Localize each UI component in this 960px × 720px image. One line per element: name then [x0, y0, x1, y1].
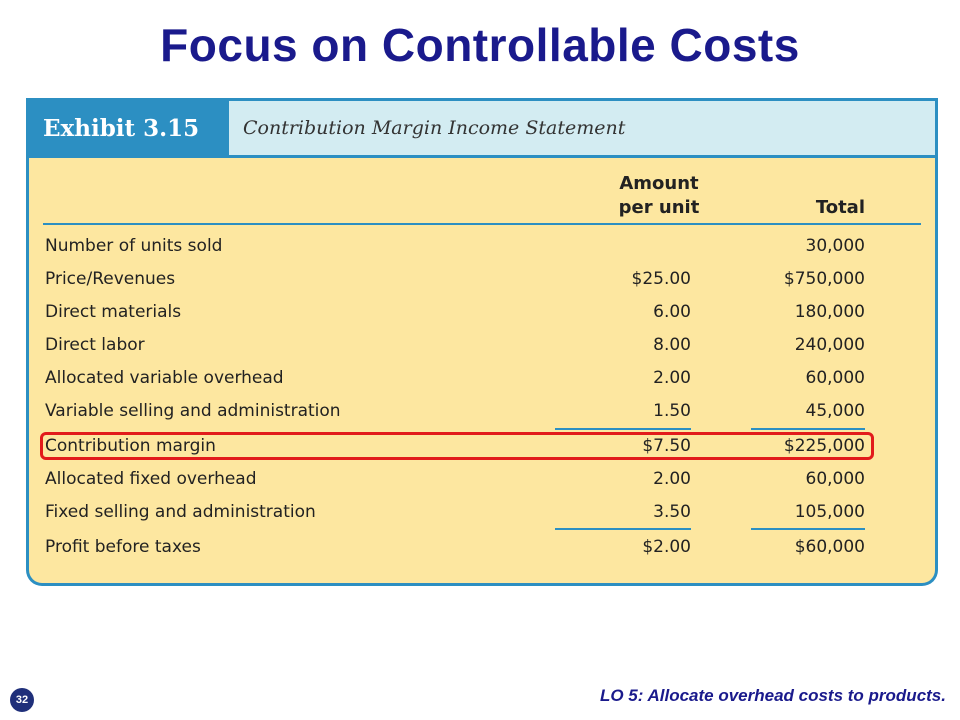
- exhibit-label: Exhibit 3.15: [26, 98, 229, 158]
- row-label: Allocated fixed overhead: [45, 469, 257, 489]
- header-rule: [43, 223, 921, 225]
- statement-row: Direct labor 8.00 240,000: [45, 330, 865, 360]
- slide-title: Focus on Controllable Costs: [160, 19, 800, 71]
- row-total: $225,000: [783, 436, 865, 456]
- column-header-per-unit: Amount per unit: [609, 172, 709, 220]
- row-total: 105,000: [794, 502, 865, 522]
- statement-row-profit: Profit before taxes $2.00 $60,000: [45, 532, 865, 562]
- statement-row: Direct materials 6.00 180,000: [45, 297, 865, 327]
- row-per-unit: 3.50: [653, 502, 691, 522]
- column-header-per-unit-line2: per unit: [618, 197, 700, 218]
- row-label: Direct labor: [45, 335, 145, 355]
- slide-number-badge: 32: [10, 688, 34, 712]
- row-total: $750,000: [783, 269, 865, 289]
- row-per-unit: 2.00: [653, 368, 691, 388]
- statement-row-contribution-margin: Contribution margin $7.50 $225,000: [45, 431, 865, 461]
- statement-row: Fixed selling and administration 3.50 10…: [45, 497, 865, 527]
- row-label: Direct materials: [45, 302, 182, 322]
- subtotal-rule-per-unit: [555, 428, 691, 430]
- row-total: 240,000: [794, 335, 865, 355]
- statement-row: Number of units sold 30,000: [45, 231, 865, 261]
- total-rule-total: [751, 528, 865, 530]
- row-total: 180,000: [794, 302, 865, 322]
- row-per-unit: 1.50: [653, 401, 691, 421]
- row-per-unit: 8.00: [653, 335, 691, 355]
- row-label: Price/Revenues: [45, 269, 176, 289]
- learning-objective: LO 5: Allocate overhead costs to product…: [599, 686, 946, 705]
- total-rule-per-unit: [555, 528, 691, 530]
- row-total: 60,000: [805, 469, 865, 489]
- statement-row: Allocated fixed overhead 2.00 60,000: [45, 464, 865, 494]
- row-total: 45,000: [805, 401, 865, 421]
- row-total: 60,000: [805, 368, 865, 388]
- statement-row: Allocated variable overhead 2.00 60,000: [45, 363, 865, 393]
- row-label: Fixed selling and administration: [45, 502, 316, 522]
- row-per-unit: 6.00: [653, 302, 691, 322]
- contribution-margin-highlight: [40, 432, 874, 460]
- statement-row: Price/Revenues $25.00 $750,000: [45, 264, 865, 294]
- exhibit-header: Exhibit 3.15 Contribution Margin Income …: [26, 98, 938, 158]
- row-per-unit: 2.00: [653, 469, 691, 489]
- subtotal-rule-total: [751, 428, 865, 430]
- row-per-unit: $25.00: [631, 269, 691, 289]
- statement-row: Variable selling and administration 1.50…: [45, 396, 865, 426]
- row-label: Contribution margin: [45, 436, 216, 456]
- row-per-unit: $2.00: [642, 537, 691, 557]
- row-per-unit: $7.50: [642, 436, 691, 456]
- row-total: $60,000: [794, 537, 865, 557]
- row-label: Profit before taxes: [45, 537, 201, 557]
- exhibit-panel: Exhibit 3.15 Contribution Margin Income …: [26, 98, 938, 586]
- row-label: Number of units sold: [45, 236, 223, 256]
- column-header-per-unit-line1: Amount: [619, 173, 699, 194]
- row-label: Allocated variable overhead: [45, 368, 284, 388]
- row-total: 30,000: [805, 236, 865, 256]
- row-label: Variable selling and administration: [45, 401, 341, 421]
- column-header-total: Total: [815, 197, 865, 218]
- exhibit-title: Contribution Margin Income Statement: [229, 98, 938, 158]
